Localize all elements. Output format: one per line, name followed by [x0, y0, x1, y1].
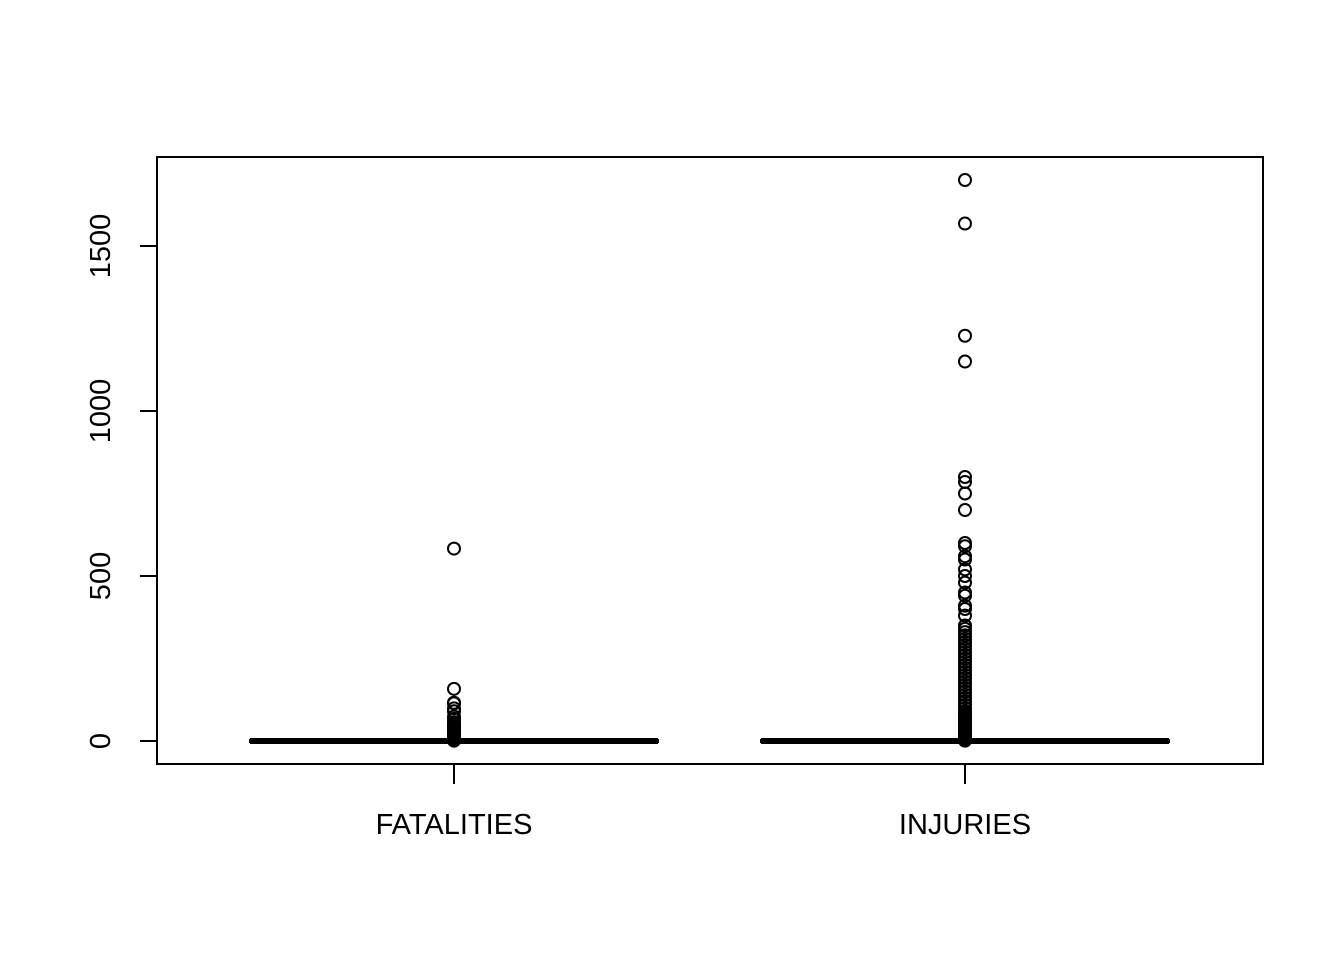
y-tick-label: 0 [85, 733, 117, 749]
outlier-point [958, 569, 972, 583]
x-axis: FATALITIES INJURIES [376, 763, 1031, 841]
outlier-point [958, 598, 972, 613]
outlier-point [958, 354, 972, 369]
box-fatalities [249, 541, 659, 748]
outlier-point [958, 503, 972, 517]
plot-area-frame [156, 156, 1264, 765]
outlier-point [958, 536, 972, 550]
outlier-point [447, 541, 461, 556]
outlier-point [958, 585, 972, 600]
y-tick-label: 1500 [85, 214, 117, 279]
box-injuries [760, 173, 1170, 748]
outlier-point [958, 562, 972, 577]
outlier-point [958, 575, 972, 590]
outlier-point [958, 216, 972, 231]
outlier-point [447, 695, 461, 710]
outlier-point [958, 618, 972, 633]
outlier-point [958, 549, 972, 564]
outlier-point [958, 328, 972, 343]
x-tick-label: FATALITIES [376, 809, 533, 841]
outlier-point [958, 474, 972, 489]
boxes [249, 173, 1170, 748]
y-axis: 0 500 1000 1500 [85, 214, 158, 749]
outlier-point [958, 173, 972, 187]
outlier-point [958, 470, 972, 484]
y-tick-label: 1000 [85, 379, 117, 444]
outlier-point [447, 701, 461, 716]
outlier-point [447, 709, 461, 724]
x-tick-label: INJURIES [899, 809, 1031, 841]
y-tick-label: 500 [85, 552, 117, 600]
outlier-point [447, 681, 461, 696]
outlier-point [958, 608, 972, 623]
outlier-point [958, 486, 972, 501]
